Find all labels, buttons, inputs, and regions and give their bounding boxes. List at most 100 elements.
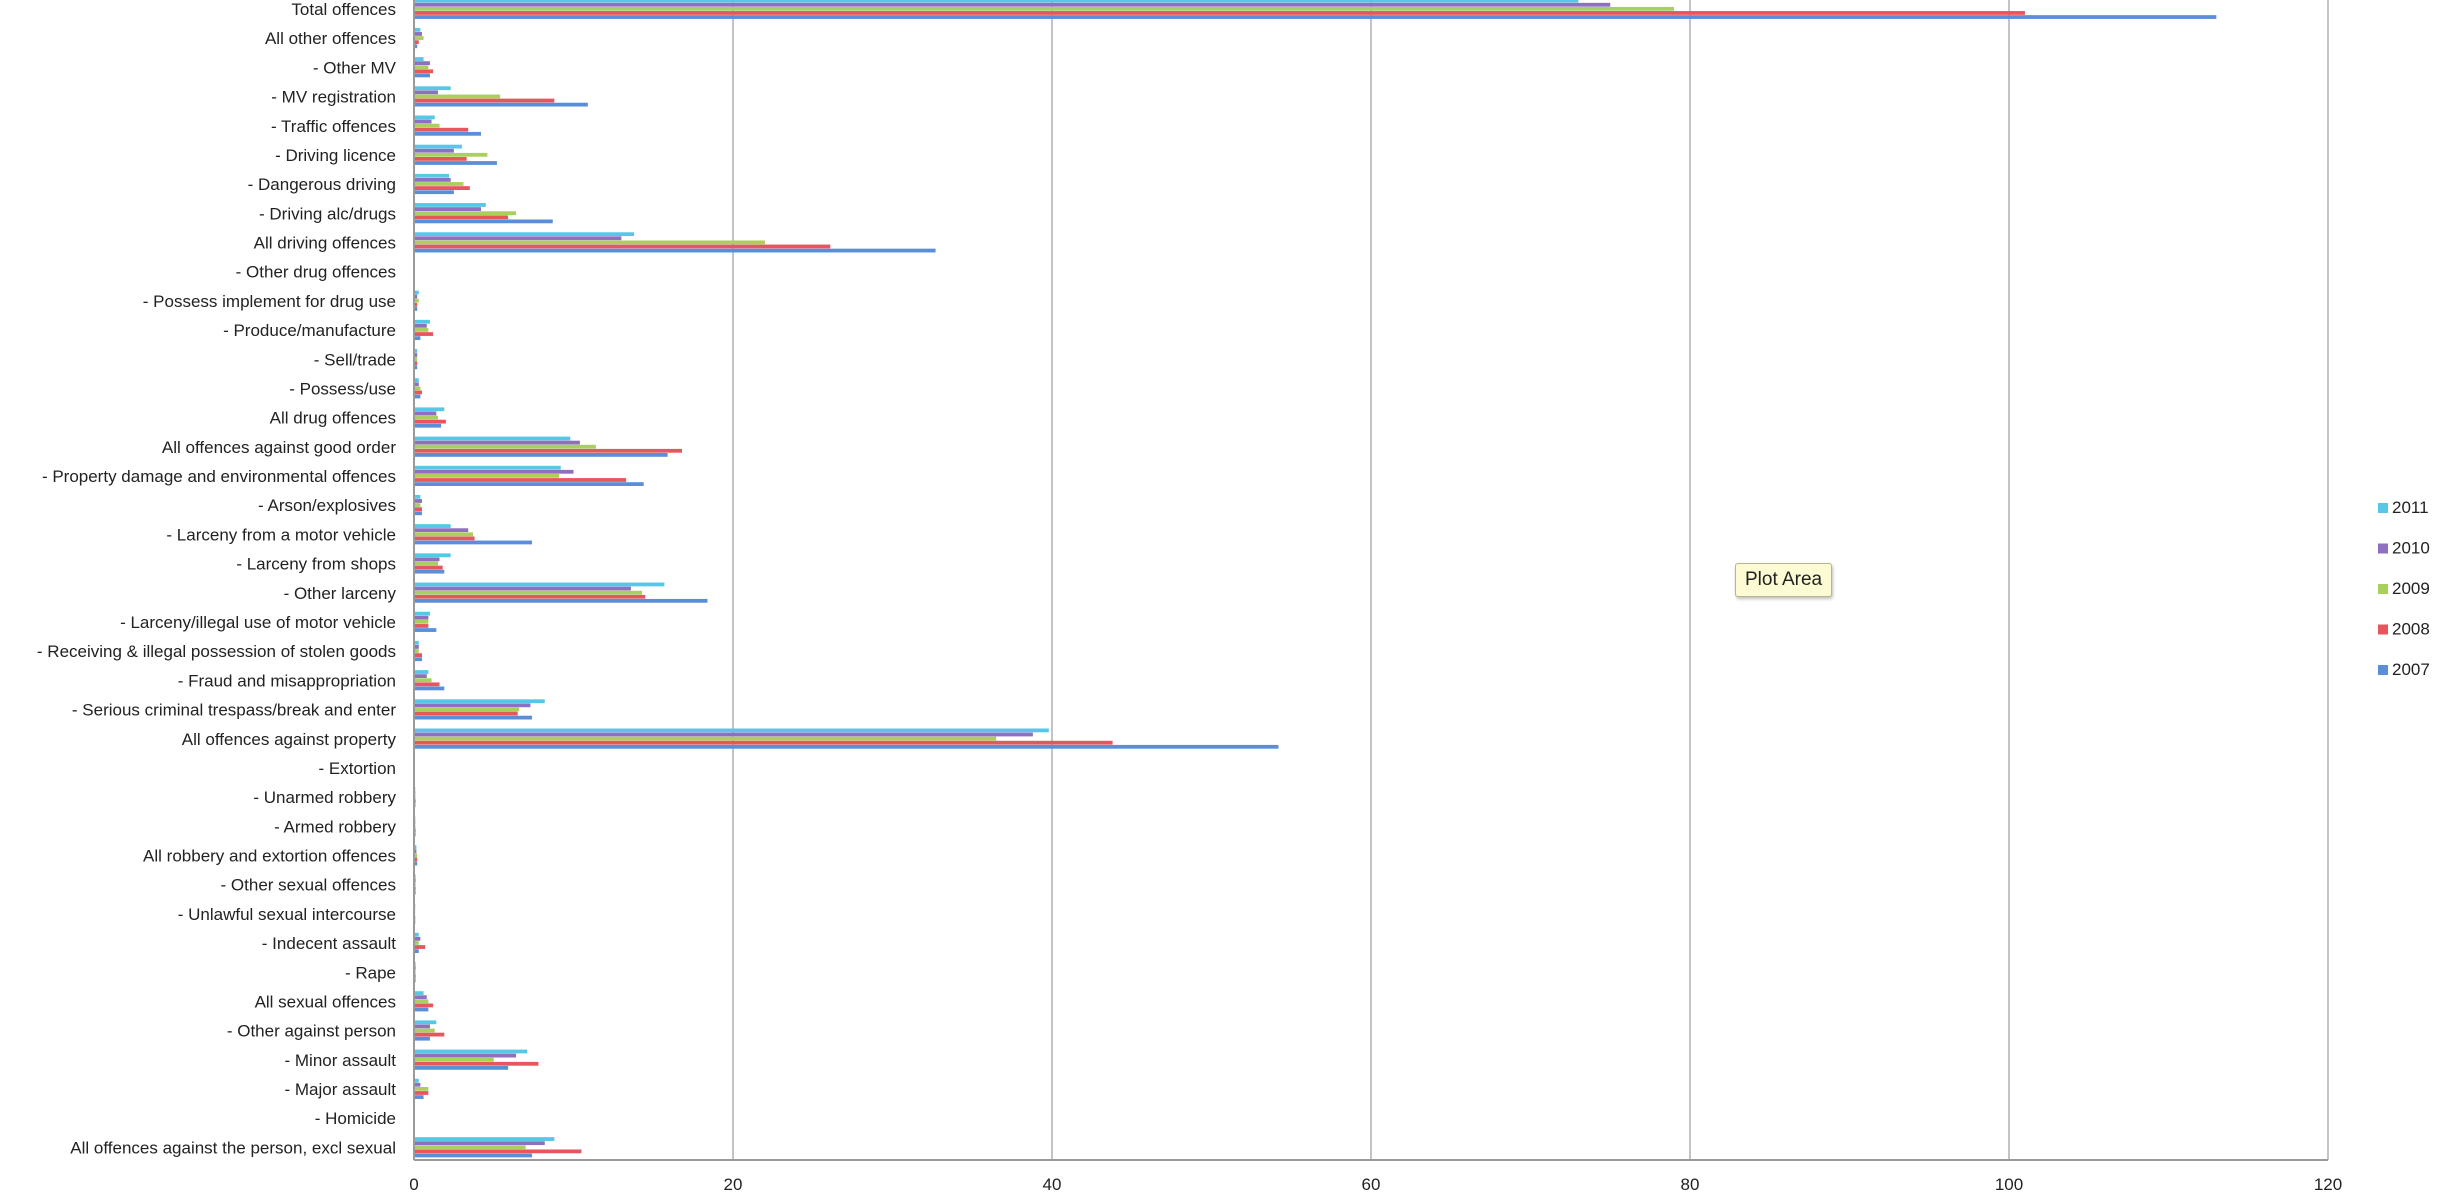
bar-2010: [414, 1141, 545, 1146]
bar-2007: [414, 569, 445, 574]
bar-2007: [414, 453, 668, 457]
bar-2011: [414, 932, 419, 937]
category-label: - Possess/use: [289, 379, 396, 398]
bar-2009: [414, 503, 421, 507]
bar-2009: [414, 240, 765, 245]
bar-2009: [414, 211, 517, 216]
bar-2008: [414, 69, 434, 74]
bar-2008: [414, 448, 682, 453]
bar-2011: [414, 582, 665, 587]
bar-2010: [414, 90, 438, 95]
bar-2011: [414, 57, 424, 61]
category-label: - Receiving & illegal possession of stol…: [37, 642, 396, 661]
bar-2010: [414, 353, 418, 357]
bar-2007: [414, 1065, 509, 1070]
bar-2010: [414, 995, 427, 1000]
category-label: All sexual offences: [255, 992, 396, 1011]
legend-label-2009: 2009: [2392, 579, 2430, 598]
category-label: - Other larceny: [284, 584, 397, 603]
bar-2010: [414, 674, 427, 679]
bar-2010: [414, 177, 451, 182]
category-label: All robbery and extortion offences: [143, 847, 396, 866]
bar-2009: [414, 94, 501, 99]
category-label: - Dangerous driving: [248, 175, 396, 194]
category-label: - Serious criminal trespass/break and en…: [72, 701, 396, 720]
legend-swatch-2009: [2378, 584, 2388, 594]
bar-2008: [414, 244, 831, 249]
bar-2011: [414, 1137, 555, 1141]
bar-2007: [414, 15, 2217, 19]
category-label: All offences against the person, excl se…: [70, 1138, 396, 1157]
category-label: - Produce/manufacture: [223, 321, 396, 340]
category-label: - Extortion: [319, 759, 396, 778]
bar-2011: [414, 699, 545, 704]
legend-label-2010: 2010: [2392, 539, 2430, 558]
bar-2011: [414, 670, 429, 674]
bar-2008: [414, 594, 646, 599]
category-label: All other offences: [265, 29, 396, 48]
bar-2007: [414, 511, 422, 516]
bar-2009: [414, 678, 432, 683]
bar-2010: [414, 294, 418, 299]
axes: [413, 0, 2328, 1161]
bar-2007: [414, 949, 419, 954]
bar-2007: [414, 394, 421, 399]
bar-2007: [414, 686, 445, 691]
category-label: - Other sexual offences: [221, 876, 396, 895]
category-label: Total offences: [291, 0, 396, 19]
bar-2008: [414, 1061, 539, 1066]
bar-2010: [414, 323, 427, 328]
legend-label-2008: 2008: [2392, 620, 2430, 639]
bar-2007: [414, 1036, 430, 1041]
bar-2008: [414, 419, 446, 424]
legend-swatch-2007: [2378, 665, 2388, 675]
category-label: - Larceny from a motor vehicle: [166, 525, 396, 544]
bar-2011: [414, 436, 571, 441]
category-label: - Possess implement for drug use: [143, 292, 396, 311]
bar-2009: [414, 182, 464, 186]
bar-2011: [414, 728, 1049, 733]
bar-2008: [414, 390, 422, 395]
bar-2008: [414, 1003, 434, 1008]
category-label: All drug offences: [270, 409, 396, 428]
bar-2008: [414, 11, 2025, 15]
bar-2010: [414, 586, 631, 591]
bar-2011: [414, 1049, 528, 1054]
bar-2008: [414, 127, 469, 132]
category-label: All offences against property: [182, 730, 397, 749]
bar-2010: [414, 1082, 421, 1087]
category-label: - Larceny/illegal use of motor vehicle: [120, 613, 396, 632]
bar-2008: [414, 945, 426, 949]
legend-swatch-2010: [2378, 543, 2388, 554]
bar-2009: [414, 444, 596, 449]
bar-2007: [414, 44, 418, 49]
tick-labels: 0 20 40 60 80 100 120: [409, 1175, 2342, 1194]
category-label: - Arson/explosives: [258, 496, 396, 515]
bar-2007: [414, 715, 533, 720]
bar-2010: [414, 2, 1611, 7]
x-tick-label: 80: [1681, 1175, 1700, 1194]
bar-2011: [414, 290, 419, 295]
bar-2009: [414, 1028, 435, 1033]
bar-2011: [414, 524, 451, 528]
bar-2008: [414, 682, 440, 687]
bar-2007: [414, 1095, 424, 1099]
category-label: - Rape: [345, 963, 396, 982]
bar-2009: [414, 941, 419, 945]
bar-2008: [414, 653, 422, 658]
bar-2008: [414, 536, 475, 541]
bar-2007: [414, 540, 533, 545]
legend-swatch-2008: [2378, 624, 2388, 635]
bar-2011: [414, 203, 486, 207]
legend-swatch-2011: [2378, 503, 2388, 513]
bar-2009: [414, 649, 419, 653]
plot-area-tooltip: Plot Area: [1735, 563, 1833, 597]
bar-2008: [414, 1091, 429, 1095]
legend: 2011 2010 2009 2008 2007: [2378, 498, 2430, 679]
bar-2007: [414, 161, 497, 165]
bar-2009: [414, 386, 421, 391]
bar-2009: [414, 1086, 429, 1091]
bar-2010: [414, 1024, 430, 1029]
x-tick-label: 40: [1043, 1175, 1062, 1194]
bar-2007: [414, 861, 418, 866]
